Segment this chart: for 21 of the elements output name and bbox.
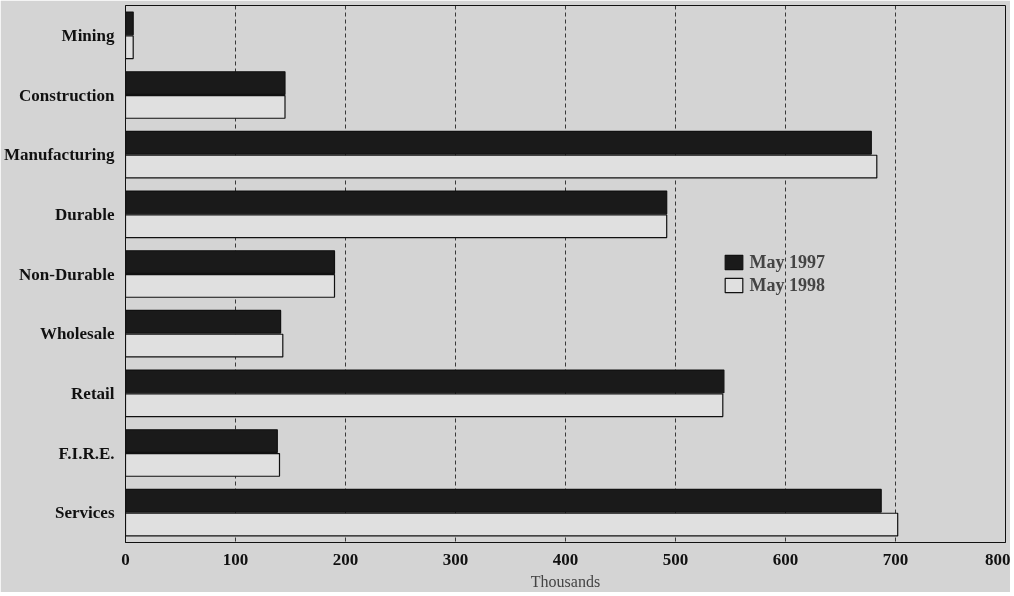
x-axis-title: Thousands xyxy=(530,572,601,590)
y-tick-label: F.I.R.E. xyxy=(58,443,115,463)
y-tick-label: Durable xyxy=(55,204,115,224)
x-tick-label: 200 xyxy=(332,549,359,569)
x-tick-label: 800 xyxy=(985,549,1011,569)
x-tick-label: 300 xyxy=(442,549,469,569)
legend-label: May 1997 xyxy=(749,251,825,273)
y-tick-label: Mining xyxy=(61,25,115,45)
y-tick-label: Wholesale xyxy=(39,324,115,344)
x-tick-label: 100 xyxy=(222,549,249,569)
y-tick-label: Non-Durable xyxy=(19,264,115,284)
x-tick-label: 600 xyxy=(772,549,799,569)
x-tick-label: 700 xyxy=(882,549,909,569)
x-tick-label: 500 xyxy=(662,549,689,569)
legend-label: May 1998 xyxy=(749,274,825,296)
x-tick-label: 400 xyxy=(552,549,579,569)
y-tick-label: Construction xyxy=(19,85,116,105)
y-tick-label: Services xyxy=(55,503,115,523)
x-tick-label: 0 xyxy=(121,549,130,569)
y-tick-label: Manufacturing xyxy=(4,145,115,165)
y-tick-label: Retail xyxy=(71,383,115,403)
